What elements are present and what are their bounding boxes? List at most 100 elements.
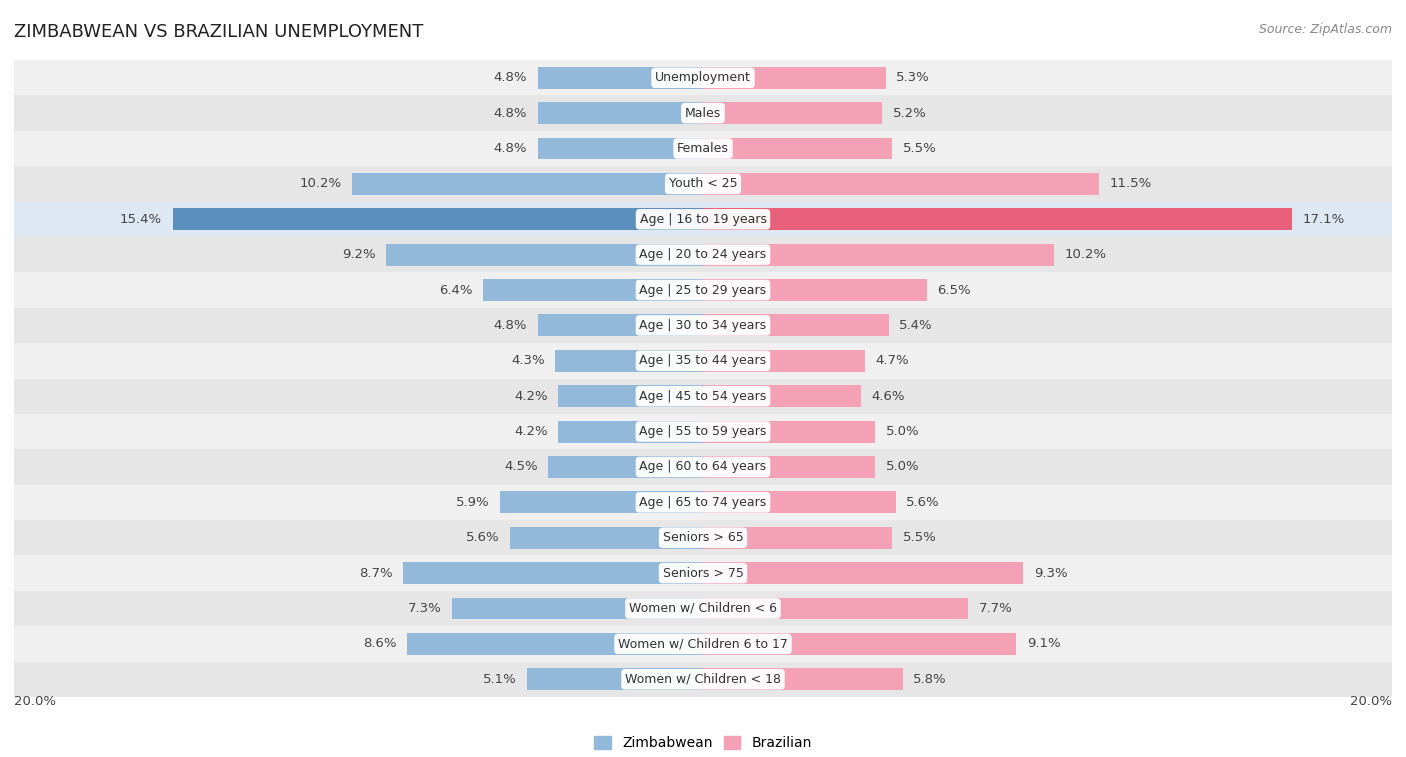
Text: 11.5%: 11.5% (1109, 177, 1152, 191)
Text: Source: ZipAtlas.com: Source: ZipAtlas.com (1258, 23, 1392, 36)
Bar (703, 633, 1017, 655)
Bar (537, 102, 703, 124)
Text: Women w/ Children 6 to 17: Women w/ Children 6 to 17 (619, 637, 787, 650)
Bar (482, 279, 703, 301)
Text: 5.0%: 5.0% (886, 425, 920, 438)
Bar (555, 350, 703, 372)
Bar (703, 385, 862, 407)
Bar (14, 662, 1392, 697)
Text: Women w/ Children < 6: Women w/ Children < 6 (628, 602, 778, 615)
Bar (703, 491, 896, 513)
Bar (510, 527, 703, 549)
Text: 20.0%: 20.0% (14, 695, 56, 708)
Text: 5.3%: 5.3% (896, 71, 929, 84)
Text: 6.4%: 6.4% (439, 284, 472, 297)
Bar (537, 67, 703, 89)
Text: Age | 45 to 54 years: Age | 45 to 54 years (640, 390, 766, 403)
Bar (14, 273, 1392, 308)
Bar (14, 60, 1392, 95)
Bar (14, 626, 1392, 662)
Bar (703, 314, 889, 336)
Legend: Zimbabwean, Brazilian: Zimbabwean, Brazilian (589, 731, 817, 755)
Text: 4.8%: 4.8% (494, 142, 527, 155)
Text: 5.8%: 5.8% (912, 673, 946, 686)
Bar (14, 167, 1392, 201)
Bar (537, 138, 703, 160)
Bar (173, 208, 703, 230)
Bar (499, 491, 703, 513)
Bar (14, 201, 1392, 237)
Bar (14, 343, 1392, 378)
Bar (703, 562, 1024, 584)
Text: 5.1%: 5.1% (484, 673, 517, 686)
Text: Age | 60 to 64 years: Age | 60 to 64 years (640, 460, 766, 473)
Bar (352, 173, 703, 195)
Bar (14, 308, 1392, 343)
Text: 5.6%: 5.6% (907, 496, 939, 509)
Bar (703, 244, 1054, 266)
Text: Youth < 25: Youth < 25 (669, 177, 737, 191)
Text: 8.7%: 8.7% (360, 566, 392, 580)
Text: 20.0%: 20.0% (1350, 695, 1392, 708)
Text: 4.8%: 4.8% (494, 319, 527, 332)
Bar (404, 562, 703, 584)
Text: 5.2%: 5.2% (893, 107, 927, 120)
Text: 4.7%: 4.7% (875, 354, 908, 367)
Bar (14, 484, 1392, 520)
Text: 4.8%: 4.8% (494, 71, 527, 84)
Text: 4.2%: 4.2% (515, 390, 548, 403)
Text: Seniors > 65: Seniors > 65 (662, 531, 744, 544)
Text: Women w/ Children < 18: Women w/ Children < 18 (626, 673, 780, 686)
Text: Age | 30 to 34 years: Age | 30 to 34 years (640, 319, 766, 332)
Bar (703, 67, 886, 89)
Bar (558, 421, 703, 443)
Bar (14, 414, 1392, 449)
Text: Age | 55 to 59 years: Age | 55 to 59 years (640, 425, 766, 438)
Bar (703, 668, 903, 690)
Bar (14, 590, 1392, 626)
Text: Seniors > 75: Seniors > 75 (662, 566, 744, 580)
Bar (703, 421, 875, 443)
Text: 7.3%: 7.3% (408, 602, 441, 615)
Bar (703, 350, 865, 372)
Bar (548, 456, 703, 478)
Text: Age | 25 to 29 years: Age | 25 to 29 years (640, 284, 766, 297)
Text: 5.0%: 5.0% (886, 460, 920, 473)
Text: 5.9%: 5.9% (456, 496, 489, 509)
Text: 8.6%: 8.6% (363, 637, 396, 650)
Text: 10.2%: 10.2% (1064, 248, 1107, 261)
Text: Age | 20 to 24 years: Age | 20 to 24 years (640, 248, 766, 261)
Bar (406, 633, 703, 655)
Text: 9.1%: 9.1% (1026, 637, 1060, 650)
Text: ZIMBABWEAN VS BRAZILIAN UNEMPLOYMENT: ZIMBABWEAN VS BRAZILIAN UNEMPLOYMENT (14, 23, 423, 41)
Bar (14, 520, 1392, 556)
Text: 9.2%: 9.2% (342, 248, 375, 261)
Bar (387, 244, 703, 266)
Text: 5.5%: 5.5% (903, 142, 936, 155)
Bar (703, 138, 893, 160)
Bar (451, 597, 703, 619)
Text: 17.1%: 17.1% (1302, 213, 1344, 226)
Text: 10.2%: 10.2% (299, 177, 342, 191)
Bar (703, 527, 893, 549)
Bar (703, 102, 882, 124)
Text: 5.5%: 5.5% (903, 531, 936, 544)
Text: 4.6%: 4.6% (872, 390, 905, 403)
Bar (14, 449, 1392, 484)
Text: Age | 35 to 44 years: Age | 35 to 44 years (640, 354, 766, 367)
Text: Females: Females (678, 142, 728, 155)
Bar (527, 668, 703, 690)
Bar (703, 208, 1292, 230)
Bar (703, 173, 1099, 195)
Bar (14, 131, 1392, 167)
Bar (537, 314, 703, 336)
Text: 4.3%: 4.3% (510, 354, 544, 367)
Text: 4.5%: 4.5% (503, 460, 537, 473)
Text: Age | 65 to 74 years: Age | 65 to 74 years (640, 496, 766, 509)
Bar (14, 95, 1392, 131)
Bar (14, 237, 1392, 273)
Text: Unemployment: Unemployment (655, 71, 751, 84)
Text: 5.4%: 5.4% (900, 319, 934, 332)
Bar (703, 456, 875, 478)
Text: 9.3%: 9.3% (1033, 566, 1067, 580)
